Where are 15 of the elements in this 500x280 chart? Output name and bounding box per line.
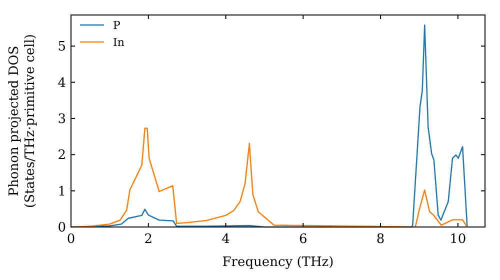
- x-axis-title: Frequency (THz): [222, 255, 334, 270]
- x-tick-label: 4: [222, 232, 230, 247]
- legend-label: P: [113, 19, 121, 32]
- y-tick-label: 1: [58, 184, 66, 200]
- x-tick-label: 2: [144, 232, 153, 247]
- legend-label: In: [113, 36, 124, 49]
- y-tick-label: 0: [58, 220, 66, 236]
- y-tick-label: 4: [58, 76, 66, 91]
- y-axis-title: Phonon projected DOS (States/THz·primitive cell): [7, 34, 38, 208]
- x-tick-label: 10: [450, 232, 466, 247]
- x-tick-label: 8: [376, 232, 385, 247]
- y-tick-label: 5: [58, 40, 66, 55]
- y-tick-label: 3: [58, 112, 66, 127]
- y-tick-label: 2: [58, 148, 66, 164]
- x-tick-label: 6: [299, 232, 308, 247]
